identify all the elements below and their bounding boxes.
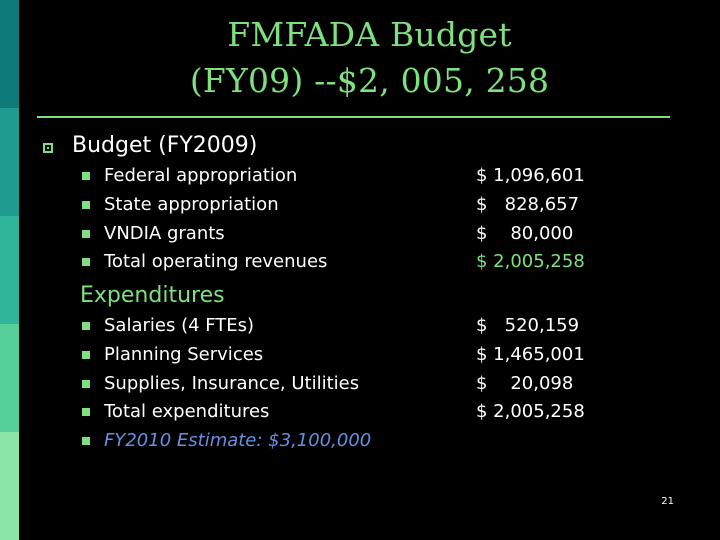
budget-item-amount: $ 80,000 [476,223,574,244]
square-bullet-icon [82,351,90,359]
square-bullet-icon [82,380,90,388]
strip-band [0,108,19,216]
budget-heading: Budget (FY2009) [72,133,258,158]
expenditure-item-label: Salaries (4 FTEs) [104,315,255,336]
square-bullet-icon [82,258,90,266]
square-bullet-icon [82,322,90,330]
hollow-square-bullet-icon [43,143,53,153]
expenditures-heading: Expenditures [80,283,225,308]
strip-band [0,432,19,540]
expenditure-item-label: Supplies, Insurance, Utilities [104,373,360,394]
fy2010-estimate: FY2010 Estimate: $3,100,000 [104,430,372,451]
expenditure-total-amount: $ 2,005,258 [476,401,585,422]
budget-item-label: Total operating revenues [104,251,328,272]
expenditure-item-amount: $ 1,465,001 [476,344,585,365]
square-bullet-icon [82,230,90,238]
title-line-1: FMFADA Budget [227,15,512,54]
budget-item-label: Federal appropriation [104,165,298,186]
decorative-left-strip [0,0,19,540]
strip-band [0,0,19,108]
budget-item-label: State appropriation [104,194,279,215]
title-line-2: (FY09) --$2, 005, 258 [189,61,550,100]
budget-item-amount: $ 1,096,601 [476,165,585,186]
expenditure-item-label: Total expenditures [104,401,270,422]
square-bullet-icon [82,408,90,416]
expenditure-item-amount: $ 20,098 [476,373,574,394]
square-bullet-icon [82,172,90,180]
square-bullet-icon [82,437,90,445]
budget-item-label: VNDIA grants [104,223,225,244]
budget-total-amount: $ 2,005,258 [476,251,585,272]
title-divider [37,116,670,118]
square-bullet-icon [82,201,90,209]
expenditure-item-amount: $ 520,159 [476,315,580,336]
slide-number: 21 [661,496,674,507]
strip-band [0,324,19,432]
expenditure-item-label: Planning Services [104,344,264,365]
budget-item-amount: $ 828,657 [476,194,580,215]
slide-title: FMFADA Budget (FY09) --$2, 005, 258 [19,12,720,104]
strip-band [0,216,19,324]
